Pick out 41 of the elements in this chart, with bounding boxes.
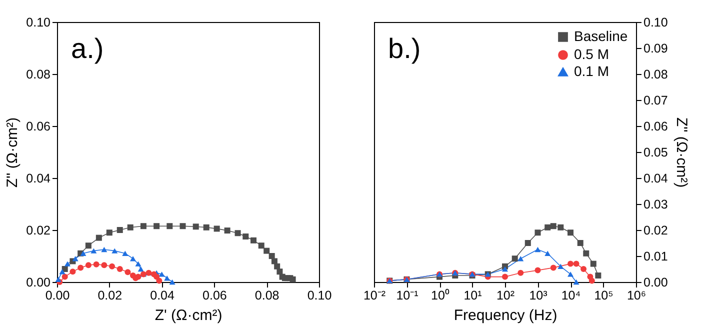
- x-tick-label: 10⁶: [626, 288, 646, 302]
- x-tick-label: 10²: [496, 288, 515, 302]
- y2-tick-label: 0.00: [644, 276, 668, 290]
- x-tick-label: 0.02: [98, 288, 122, 302]
- x-tick-label: 10³: [529, 288, 548, 302]
- x-tick-label: 10¹: [464, 288, 482, 302]
- legend-label: 0.1 M: [574, 63, 610, 79]
- x-tick-label: 10⁵: [594, 288, 614, 302]
- y2-tick-label: 0.03: [644, 198, 668, 212]
- y-tick-label: 0.04: [26, 172, 51, 186]
- y-tick-label: 0.06: [26, 120, 51, 134]
- x-tick-label: 0.04: [150, 288, 175, 302]
- chart-title: b.): [388, 33, 421, 64]
- x-tick-label: 0.10: [307, 288, 332, 302]
- y-tick-label: 0.10: [26, 16, 51, 30]
- y-tick-label: 0.02: [26, 224, 51, 238]
- y2-tick-label: 0.04: [644, 172, 668, 186]
- x-tick-label: 0.08: [254, 288, 280, 302]
- y2-tick-label: 0.05: [644, 146, 668, 160]
- x-tick-label: 10⁻²: [363, 288, 386, 302]
- y2-axis-title: Z'' (Ω·cm²): [672, 117, 690, 188]
- y-tick-label: 0.00: [26, 276, 51, 290]
- y2-tick-label: 0.08: [644, 68, 668, 82]
- y2-tick-label: 0.06: [644, 120, 668, 134]
- y-tick-label: 0.08: [26, 68, 51, 82]
- x-tick-label: 0.06: [202, 288, 227, 302]
- x-tick-label: 0.00: [45, 288, 70, 302]
- x-tick-label: 10⁴: [561, 288, 581, 302]
- y2-tick-label: 0.09: [644, 42, 668, 56]
- x-tick-label: 10⁰: [431, 288, 450, 302]
- x-tick-label: 10⁻¹: [396, 288, 418, 302]
- legend-label: Baseline: [574, 28, 628, 44]
- x-axis-title: Z' (Ω·cm²): [154, 307, 222, 324]
- y2-tick-label: 0.01: [644, 250, 668, 264]
- legend-label: 0.5 M: [574, 46, 610, 62]
- y-axis-title: Z'' (Ω·cm²): [4, 117, 22, 188]
- y2-tick-label: 0.07: [644, 94, 668, 108]
- y2-tick-label: 0.10: [644, 16, 668, 30]
- y2-tick-label: 0.02: [644, 224, 668, 238]
- chart-title: a.): [71, 33, 104, 64]
- x-axis-title: Frequency (Hz): [454, 307, 558, 324]
